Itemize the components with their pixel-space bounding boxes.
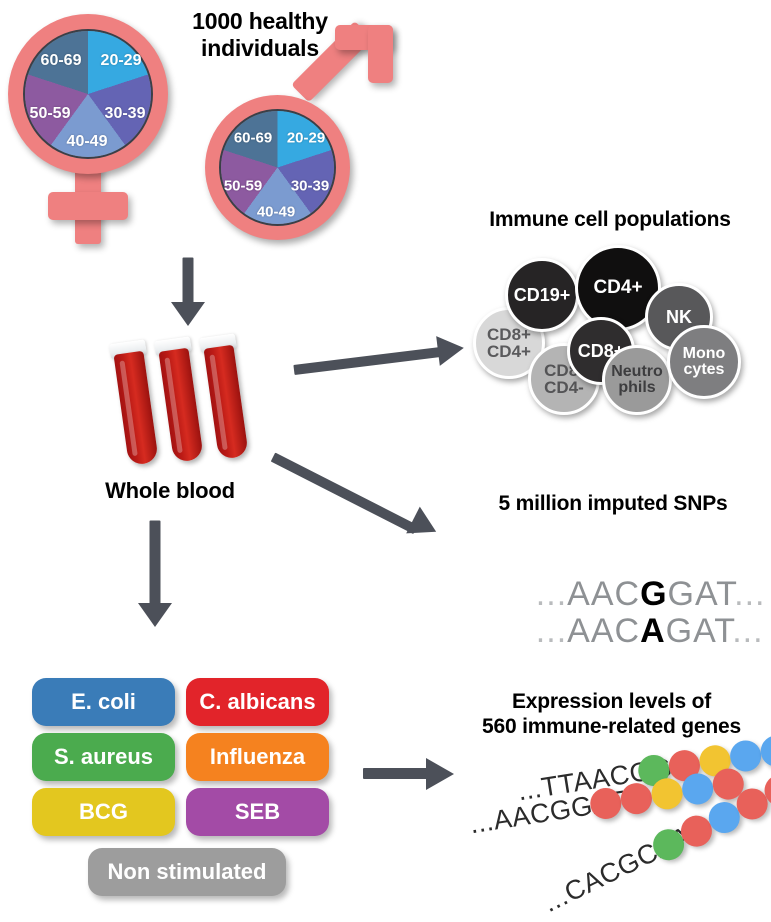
cohort-title: 1000 healthy individuals — [155, 8, 365, 62]
arrow-blood-to-snps-shaft — [270, 452, 418, 535]
cell-label: CD19+ — [513, 284, 571, 305]
expression-title-line-2: 560 immune-related genes — [482, 714, 741, 738]
snp-suffix: ... — [732, 612, 764, 650]
pie-label-40-49: 40-49 — [66, 133, 108, 150]
male-age-pie — [219, 109, 336, 226]
arrow-blood-to-snps-head — [406, 506, 443, 546]
snp-left: AAC — [567, 612, 641, 650]
cell-label-line-1: Neutro — [611, 362, 663, 380]
cell-label-line-2: phils — [618, 379, 656, 396]
stimulus-label: S. aureus — [53, 744, 154, 769]
snps-title: 5 million imputed SNPs — [498, 492, 728, 515]
arrow-stimuli-to-expression-shaft — [363, 768, 428, 779]
immune-populations-title: Immune cell populations — [489, 208, 731, 231]
male-arrow-head-b — [368, 25, 393, 83]
cell-label: CD4+ — [593, 277, 643, 299]
stimulus-bcg[interactable]: BCG — [32, 788, 175, 836]
expression-title-line-1: Expression levels of — [511, 690, 712, 713]
pie-label-30-39: 30-39 — [290, 177, 330, 195]
pie-segment-60-69 — [221, 111, 334, 224]
snp-prefix: ... — [535, 575, 568, 613]
pie-label-30-39: 30-39 — [104, 105, 146, 122]
stimulus-label: E. coli — [71, 689, 136, 714]
whole-blood-label: Whole blood — [105, 478, 235, 503]
cell-label-line-1: Mono — [682, 344, 726, 362]
cell-neutrophils: Neutro phils — [602, 345, 672, 415]
stimulus-label: SEB — [234, 799, 281, 824]
cell-label-line-2: CD4- — [544, 378, 584, 397]
cell-label-line-2: cytes — [683, 361, 725, 378]
stimulus-non-stimulated[interactable]: Non stimulated — [88, 848, 286, 896]
cell-monocytes: Mono cytes — [667, 325, 741, 399]
snp-sequence-row: ...AACAGAT... — [494, 573, 764, 690]
female-stem-horizontal — [48, 192, 128, 220]
cell-label: NK — [666, 306, 692, 327]
immune-cell-cluster: CD8+ CD4+ CD19+ CD8- CD4- CD4+ CD8+ Neut… — [455, 245, 771, 415]
snp-sequence-row: ...AACGGAT... — [494, 536, 765, 653]
female-age-pie — [23, 29, 153, 159]
stimulus-influenza[interactable]: Influenza — [186, 733, 329, 781]
stimulus-label: Influenza — [209, 744, 306, 769]
snp-prefix: ... — [535, 612, 568, 650]
stimulus-label: C. albicans — [199, 689, 316, 714]
stimulus-seb[interactable]: SEB — [186, 788, 329, 836]
pie-label-60-69: 60-69 — [233, 129, 273, 147]
arrow-stimuli-to-expression-head — [426, 758, 454, 790]
snp-variant: A — [640, 612, 666, 650]
snp-right: GAT — [667, 575, 735, 613]
arrow-cohort-to-blood-head — [171, 302, 205, 326]
expression-title: Expression levels of 560 immune-related … — [452, 690, 771, 740]
snp-suffix: ... — [734, 575, 766, 613]
stimulus-c-albicans[interactable]: C. albicans — [186, 678, 329, 726]
cohort-title-line-1: 1000 healthy — [192, 8, 328, 34]
cell-label-line-2: CD4+ — [487, 342, 531, 361]
pie-label-20-29: 20-29 — [286, 129, 326, 147]
strand-bead — [758, 733, 771, 769]
strand-bead — [679, 771, 716, 807]
strand-bead — [649, 776, 685, 812]
stimulus-s-aureus[interactable]: S. aureus — [32, 733, 175, 781]
pie-segment-60-69 — [25, 31, 151, 157]
snp-right: GAT — [665, 612, 733, 650]
arrow-blood-to-stimuli-head — [138, 603, 172, 627]
cell-cd19pos: CD19+ — [505, 258, 579, 332]
arrow-blood-to-stimuli-shaft — [149, 520, 161, 611]
pie-label-50-59: 50-59 — [223, 177, 263, 195]
cohort-title-line-2: individuals — [201, 35, 319, 62]
pie-label-50-59: 50-59 — [29, 105, 71, 122]
cell-label-line-1: CD8+ — [487, 324, 531, 344]
stimulus-label: Non stimulated — [107, 859, 267, 884]
pie-label-60-69: 60-69 — [40, 52, 82, 69]
pie-label-40-49: 40-49 — [256, 203, 296, 221]
stimulus-e-coli[interactable]: E. coli — [32, 678, 175, 726]
stimulus-label: BCG — [79, 799, 128, 824]
snp-variant: G — [640, 575, 668, 613]
pie-label-20-29: 20-29 — [100, 52, 142, 69]
snp-left: AAC — [567, 575, 641, 613]
arrow-blood-to-immune-shaft — [293, 347, 442, 375]
